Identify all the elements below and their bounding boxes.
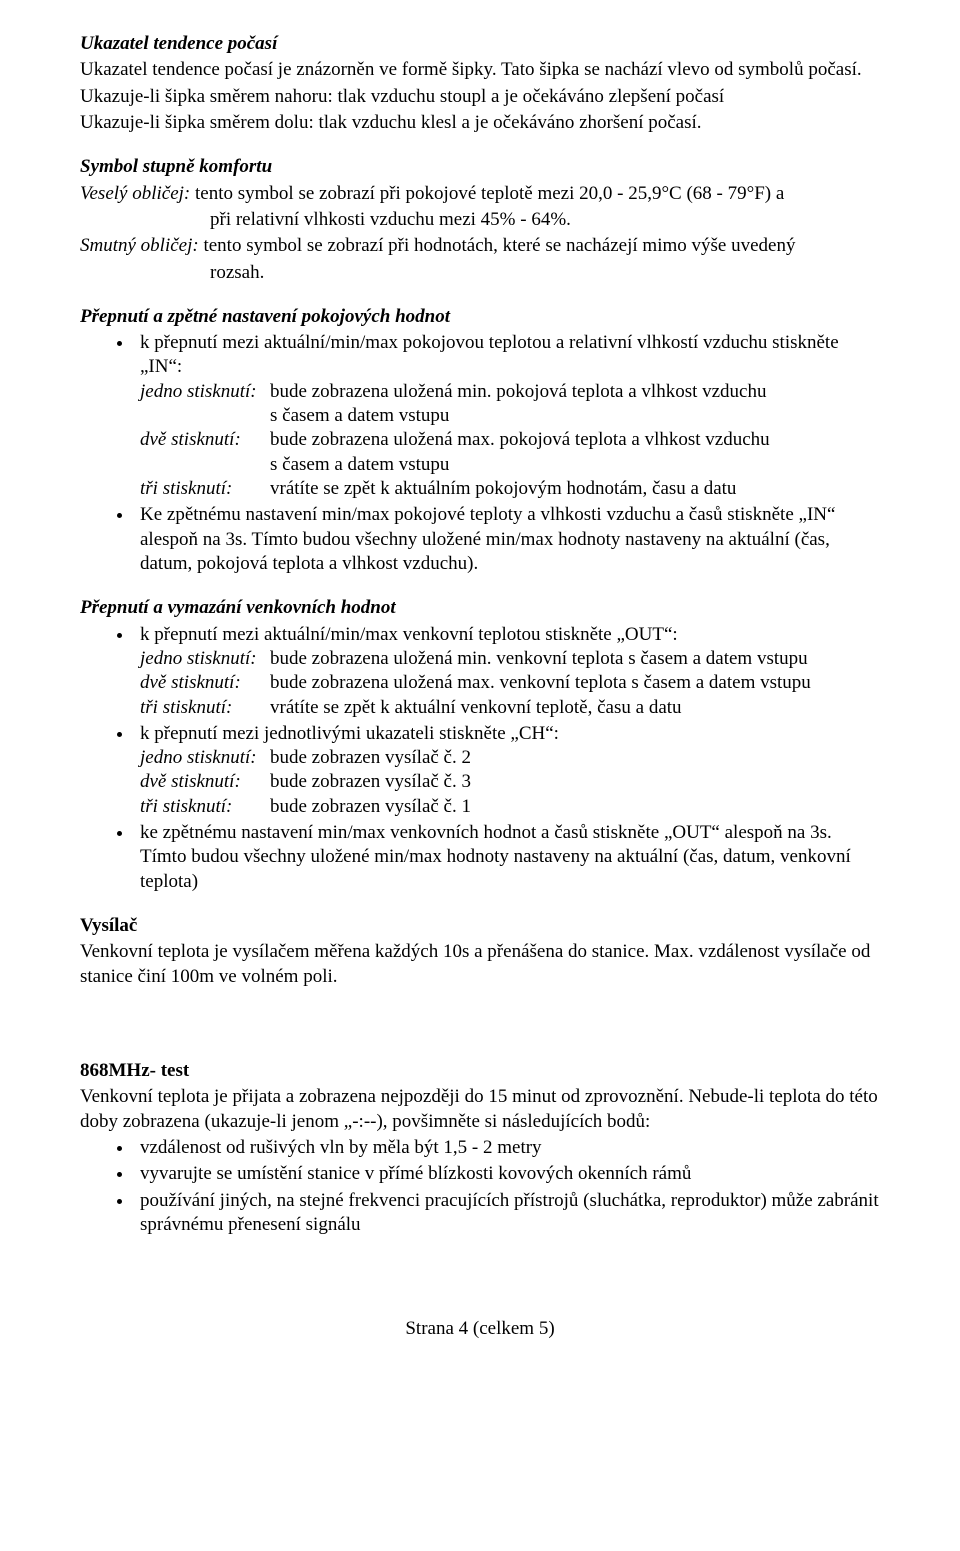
text: ke zpětnému nastavení min/max venkovních… xyxy=(140,822,851,892)
paragraph: Ukazuje-li šipka směrem dolu: tlak vzduc… xyxy=(80,111,880,135)
list-item: používání jiných, na stejné frekvenci pr… xyxy=(134,1189,880,1238)
definition-row-cont: s časem a datem vstupu xyxy=(140,453,880,477)
comfort-sad: Smutný obličej: tento symbol se zobrazí … xyxy=(80,234,880,258)
text: při relativní vlhkosti vzduchu mezi 45% … xyxy=(80,208,880,232)
text: bude zobrazena uložená max. pokojová tep… xyxy=(270,428,770,452)
paragraph: Ukazuje-li šipka směrem nahoru: tlak vzd… xyxy=(80,85,880,109)
paragraph: Venkovní teplota je vysílačem měřena kaž… xyxy=(80,940,880,989)
text: tento symbol se zobrazí při pokojové tep… xyxy=(195,183,784,204)
bullet-list: k přepnutí mezi aktuální/min/max venkovn… xyxy=(80,623,880,894)
label-three-press: tři stisknutí: xyxy=(140,696,270,720)
list-item: k přepnutí mezi aktuální/min/max pokojov… xyxy=(134,331,880,501)
list-item: Ke zpětnému nastavení min/max pokojové t… xyxy=(134,503,880,576)
list-item: k přepnutí mezi jednotlivými ukazateli s… xyxy=(134,722,880,819)
definition-row: jedno stisknutí: bude zobrazena uložená … xyxy=(140,647,880,671)
page-footer: Strana 4 (celkem 5) xyxy=(80,1317,880,1341)
label-one-press: jedno stisknutí: xyxy=(140,746,270,770)
text: vrátíte se zpět k aktuální venkovní tepl… xyxy=(270,696,682,720)
text: rozsah. xyxy=(80,261,880,285)
label-two-press: dvě stisknutí: xyxy=(140,428,270,452)
text: bude zobrazen vysílač č. 2 xyxy=(270,746,471,770)
paragraph: Ukazatel tendence počasí je znázorněn ve… xyxy=(80,58,880,82)
text: k přepnutí mezi jednotlivými ukazateli s… xyxy=(140,723,559,744)
text: k přepnutí mezi aktuální/min/max venkovn… xyxy=(140,624,678,645)
text: bude zobrazena uložená min. venkovní tep… xyxy=(270,647,808,671)
bullet-list: vzdálenost od rušivých vln by měla být 1… xyxy=(80,1136,880,1237)
paragraph: Venkovní teplota je přijata a zobrazena … xyxy=(80,1085,880,1134)
list-item: vyvarujte se umístění stanice v přímé bl… xyxy=(134,1162,880,1186)
list-item: ke zpětnému nastavení min/max venkovních… xyxy=(134,821,880,894)
heading-transmitter: Vysílač xyxy=(80,914,880,938)
definition-row: dvě stisknutí: bude zobrazena uložená ma… xyxy=(140,671,880,695)
text: Ke zpětnému nastavení min/max pokojové t… xyxy=(140,504,835,574)
label-three-press: tři stisknutí: xyxy=(140,477,270,501)
heading-tendency: Ukazatel tendence počasí xyxy=(80,32,880,56)
document-page: Ukazatel tendence počasí Ukazatel tenden… xyxy=(0,0,960,1401)
text: vrátíte se zpět k aktuálním pokojovým ho… xyxy=(270,477,736,501)
text: bude zobrazen vysílač č. 1 xyxy=(270,795,471,819)
text: s časem a datem vstupu xyxy=(270,453,449,477)
text: bude zobrazena uložená max. venkovní tep… xyxy=(270,671,811,695)
list-item: vzdálenost od rušivých vln by měla být 1… xyxy=(134,1136,880,1160)
text: bude zobrazena uložená min. pokojová tep… xyxy=(270,380,766,404)
label-two-press: dvě stisknutí: xyxy=(140,770,270,794)
heading-indoor-switch: Přepnutí a zpětné nastavení pokojových h… xyxy=(80,305,880,329)
definition-row: jedno stisknutí: bude zobrazen vysílač č… xyxy=(140,746,880,770)
definition-row: dvě stisknutí: bude zobrazen vysílač č. … xyxy=(140,770,880,794)
definition-row-cont: s časem a datem vstupu xyxy=(140,404,880,428)
definition-row: tři stisknutí: bude zobrazen vysílač č. … xyxy=(140,795,880,819)
label-one-press: jedno stisknutí: xyxy=(140,647,270,671)
label-sad-face: Smutný obličej: xyxy=(80,235,199,256)
list-item: k přepnutí mezi aktuální/min/max venkovn… xyxy=(134,623,880,720)
label-two-press: dvě stisknutí: xyxy=(140,671,270,695)
definition-row: jedno stisknutí: bude zobrazena uložená … xyxy=(140,380,880,404)
heading-comfort: Symbol stupně komfortu xyxy=(80,155,880,179)
label-one-press: jedno stisknutí: xyxy=(140,380,270,404)
heading-868mhz: 868MHz- test xyxy=(80,1059,880,1083)
text: bude zobrazen vysílač č. 3 xyxy=(270,770,471,794)
text: k přepnutí mezi aktuální/min/max pokojov… xyxy=(140,332,839,377)
text: tento symbol se zobrazí při hodnotách, k… xyxy=(203,235,795,256)
definition-row: tři stisknutí: vrátíte se zpět k aktuáln… xyxy=(140,477,880,501)
bullet-list: k přepnutí mezi aktuální/min/max pokojov… xyxy=(80,331,880,576)
definition-row: dvě stisknutí: bude zobrazena uložená ma… xyxy=(140,428,880,452)
label-happy-face: Veselý obličej: xyxy=(80,183,190,204)
label-three-press: tři stisknutí: xyxy=(140,795,270,819)
text: s časem a datem vstupu xyxy=(270,404,449,428)
definition-row: tři stisknutí: vrátíte se zpět k aktuáln… xyxy=(140,696,880,720)
comfort-happy: Veselý obličej: tento symbol se zobrazí … xyxy=(80,182,880,206)
heading-outdoor-switch: Přepnutí a vymazání venkovních hodnot xyxy=(80,596,880,620)
